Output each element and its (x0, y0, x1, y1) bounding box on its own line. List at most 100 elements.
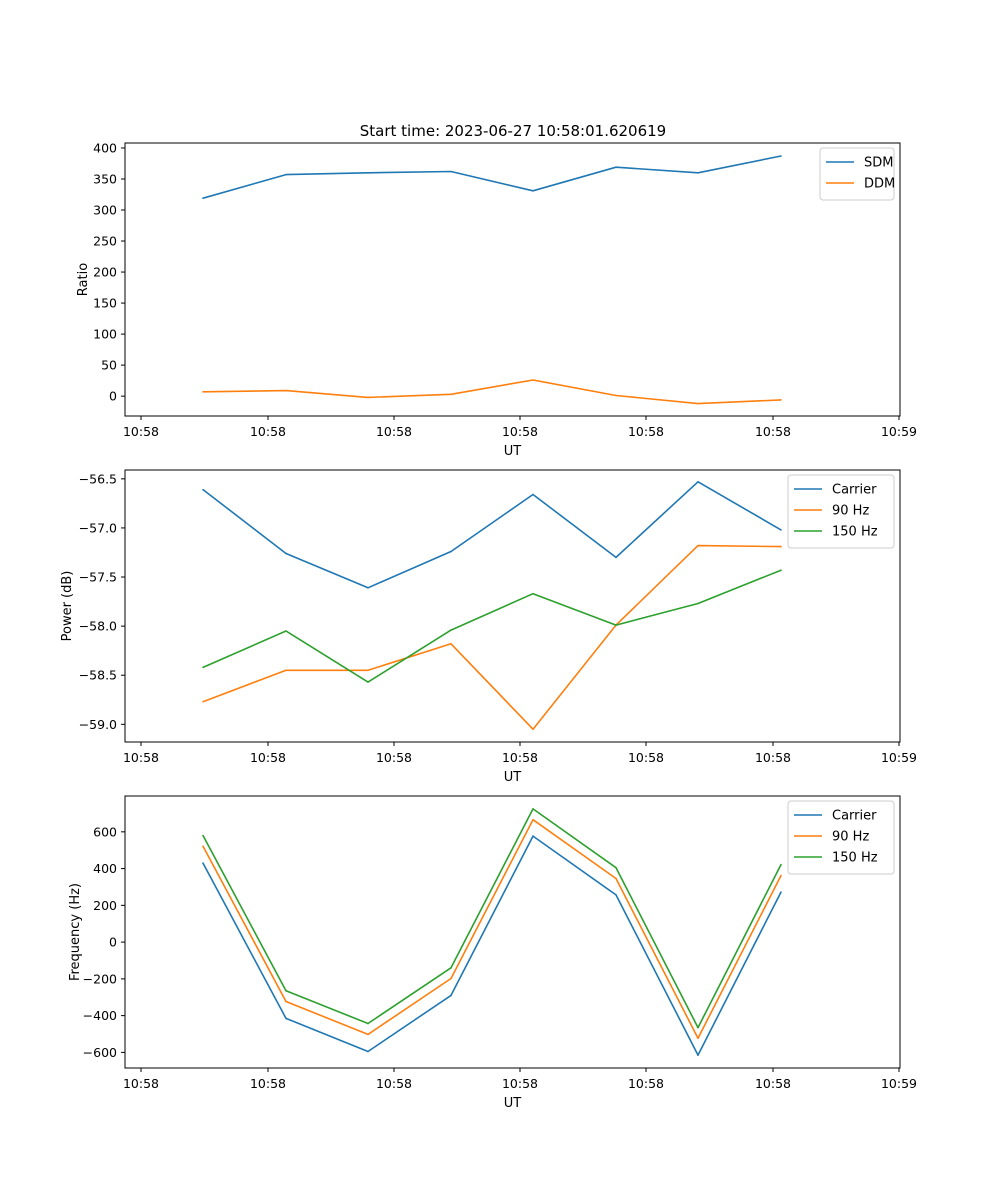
data-point (285, 552, 287, 555)
data-point (615, 894, 617, 896)
legend-entry: Carrier (832, 809, 877, 824)
x-tick-label: 10:58 (123, 424, 159, 439)
legend-entry: SDM (864, 156, 893, 171)
data-point (532, 493, 534, 496)
series-line-90-hz (202, 818, 782, 1039)
data-point (202, 197, 204, 200)
x-tick-label: 10:58 (376, 424, 412, 439)
data-point (697, 1026, 699, 1029)
data-point (367, 396, 369, 399)
y-tick-label: 200 (93, 265, 117, 280)
x-tick-label: 10:59 (881, 1076, 917, 1091)
chart-panel-2: 10:58 10:58 10:58 10:58 10:58 10:58 10:59 −59.0… (60, 469, 917, 785)
data-point (285, 1000, 287, 1003)
x-tick-label: 10:58 (628, 424, 664, 439)
data-point (615, 394, 617, 397)
axes-frame (124, 142, 901, 417)
data-point (450, 550, 452, 553)
x-tick-label: 10:58 (123, 750, 159, 765)
y-tick-label: 50 (101, 358, 117, 373)
y-axis-label: Ratio (76, 263, 91, 296)
data-point (202, 700, 204, 703)
data-point (202, 845, 204, 847)
data-point (367, 587, 369, 589)
data-point (615, 166, 617, 168)
series-line-sdm (202, 155, 782, 199)
data-point (780, 569, 782, 571)
x-axis-label: UT (504, 444, 522, 459)
y-tick-label: 0 (109, 935, 117, 950)
data-point (697, 171, 699, 174)
data-point (780, 874, 782, 877)
y-tick-label: 150 (93, 296, 117, 311)
x-tick-label: 10:59 (881, 750, 917, 765)
data-point (532, 592, 534, 595)
legend: Carrier 90 Hz 150 Hz (787, 474, 895, 549)
x-tick-label: 10:58 (250, 424, 286, 439)
data-point (780, 529, 782, 531)
y-tick-label: 250 (93, 234, 117, 249)
data-point (532, 379, 534, 381)
axes-frame (124, 469, 901, 743)
x-tick-label: 10:58 (250, 1076, 286, 1091)
y-tick-label: −400 (83, 1008, 117, 1023)
series-line-carrier (202, 480, 782, 589)
data-point (697, 402, 699, 405)
chart-title: Start time: 2023-06-27 10:58:01.620619 (360, 122, 666, 140)
y-tick-label: −58.5 (79, 668, 117, 683)
data-point (697, 602, 699, 605)
legend-entry: Carrier (832, 483, 877, 498)
data-point (450, 170, 452, 173)
data-point (780, 545, 782, 548)
x-tick-label: 10:58 (502, 750, 538, 765)
legend-entry: 90 Hz (832, 504, 869, 519)
legend: SDM DDM (819, 147, 895, 201)
y-axis-label: Power (dB) (60, 571, 75, 642)
legend-box (819, 147, 895, 201)
data-point (450, 994, 452, 997)
data-point (367, 1033, 369, 1036)
y-tick-label: −200 (83, 971, 117, 986)
y-tick-label: 400 (93, 140, 117, 155)
data-point (697, 1054, 699, 1056)
data-point (450, 643, 452, 645)
y-tick-label: −57.5 (79, 570, 117, 585)
data-point (615, 877, 617, 880)
data-point (532, 835, 534, 837)
data-point (450, 977, 452, 980)
data-point (202, 488, 204, 491)
data-point (285, 630, 287, 632)
chart-panel-1: 10:58 10:58 10:58 10:58 10:58 10:58 10:59 0 50 10… (76, 140, 917, 459)
y-tick-label: 350 (93, 171, 117, 186)
x-tick-label: 10:58 (755, 424, 791, 439)
data-point (367, 1022, 369, 1025)
y-tick-label: −58.0 (79, 619, 117, 634)
data-point (697, 1037, 699, 1040)
data-point (367, 669, 369, 672)
data-point (450, 393, 452, 396)
legend-box (787, 800, 895, 875)
y-tick-label: 300 (93, 203, 117, 218)
data-point (202, 834, 204, 837)
x-tick-label: 10:58 (250, 750, 286, 765)
y-tick-label: 0 (109, 389, 117, 404)
data-point (697, 544, 699, 547)
data-point (450, 967, 452, 969)
data-point (367, 681, 369, 683)
data-point (780, 399, 782, 401)
data-point (532, 189, 534, 192)
legend-entry: 150 Hz (832, 851, 878, 866)
data-point (615, 624, 617, 626)
x-tick-label: 10:58 (502, 1076, 538, 1091)
x-tick-label: 10:58 (376, 750, 412, 765)
y-tick-label: −56.5 (79, 471, 117, 486)
x-axis-label: UT (504, 770, 522, 785)
series-line-ddm (202, 379, 782, 405)
legend-entry: 150 Hz (832, 525, 878, 540)
legend-entry: 90 Hz (832, 830, 869, 845)
chart-panel-3: 10:58 10:58 10:58 10:58 10:58 10:58 10:59 −600 −… (68, 795, 917, 1111)
series-line-150-hz (202, 808, 782, 1029)
data-point (285, 669, 287, 672)
data-point (285, 173, 287, 176)
y-axis-label: Frequency (Hz) (68, 883, 83, 981)
